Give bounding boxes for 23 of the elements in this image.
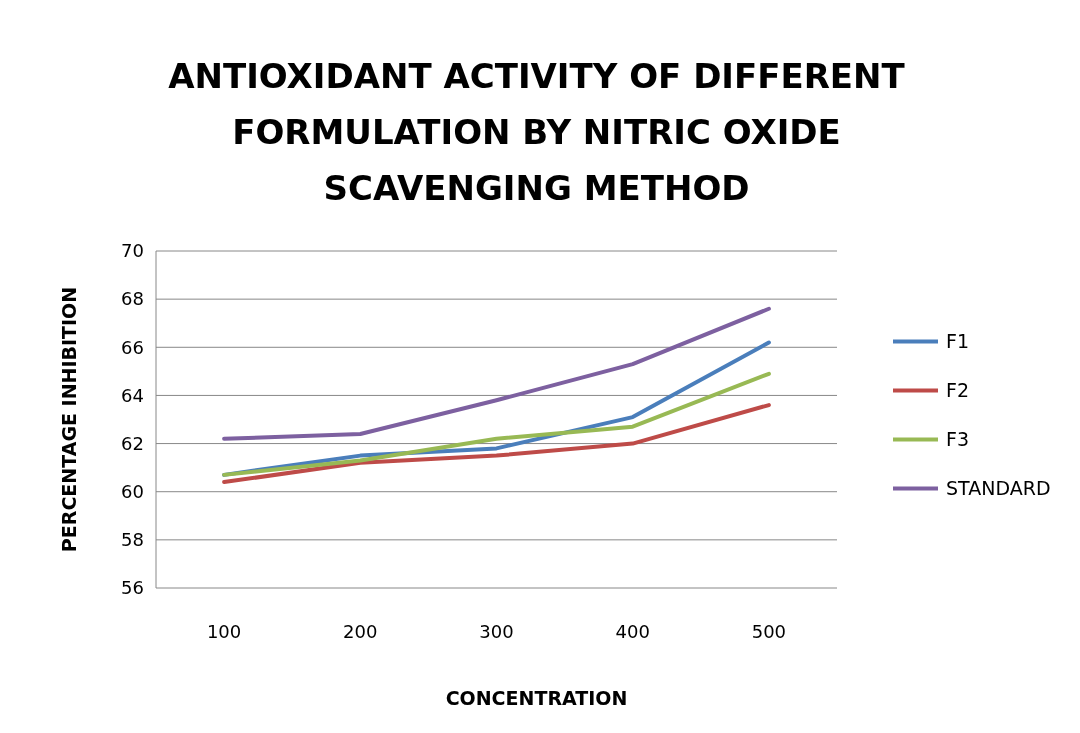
y-tick-label: 60: [121, 481, 144, 503]
legend-label: F2: [946, 379, 970, 402]
legend-label: STANDARD: [946, 477, 1051, 500]
x-tick-label: 300: [479, 621, 514, 642]
y-axis-title: PERCENTAGE INHIBITION: [58, 286, 80, 553]
y-tick-label: 62: [121, 432, 144, 454]
y-tick-label: 66: [121, 336, 144, 358]
x-tick-label: 200: [343, 621, 378, 642]
y-tick-label: 56: [121, 577, 144, 599]
line-series: [222, 306, 771, 441]
y-tick-label: 68: [121, 288, 144, 310]
line-series: [222, 403, 771, 485]
legend-label: F1: [946, 330, 970, 353]
y-tick-label: 70: [121, 240, 144, 262]
y-tick-label: 64: [121, 384, 144, 406]
x-tick-label: 100: [206, 621, 242, 642]
x-tick-label: 500: [751, 621, 787, 642]
x-axis-title: CONCENTRATION: [445, 687, 628, 709]
x-tick-label: 400: [615, 621, 650, 642]
chart-title: ANTIOXIDANT ACTIVITY OF DIFFERENT FORMULATION BY NITRIC OXIDE SCAVENGING METHOD: [168, 56, 906, 208]
line-series: [222, 371, 771, 477]
legend-label: F3: [946, 428, 970, 451]
y-tick-label: 58: [121, 529, 144, 551]
